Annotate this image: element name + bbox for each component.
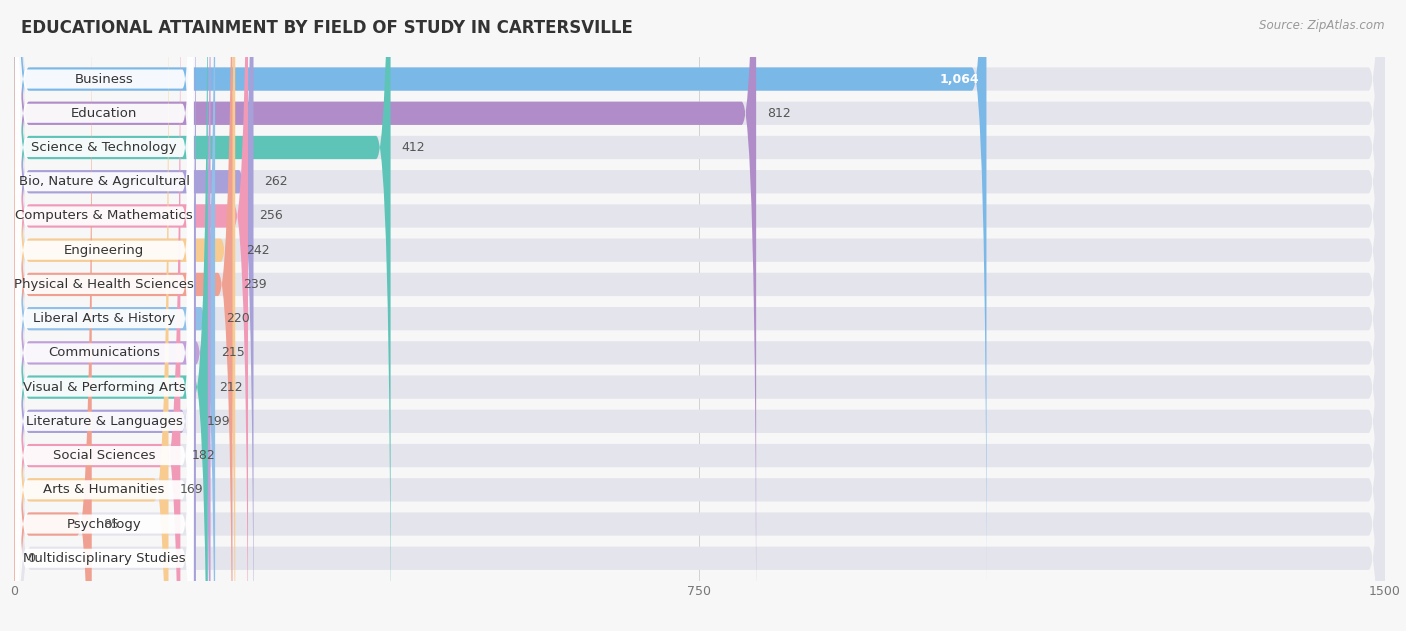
Text: 412: 412 <box>402 141 425 154</box>
Text: 262: 262 <box>264 175 288 188</box>
FancyBboxPatch shape <box>15 88 193 631</box>
Text: Psychology: Psychology <box>66 517 142 531</box>
FancyBboxPatch shape <box>14 0 1385 631</box>
FancyBboxPatch shape <box>15 157 193 631</box>
FancyBboxPatch shape <box>15 123 193 631</box>
FancyBboxPatch shape <box>14 0 1385 631</box>
FancyBboxPatch shape <box>14 0 232 631</box>
FancyBboxPatch shape <box>14 0 391 631</box>
FancyBboxPatch shape <box>14 0 247 631</box>
FancyBboxPatch shape <box>14 0 195 631</box>
Text: 812: 812 <box>768 107 790 120</box>
FancyBboxPatch shape <box>15 54 193 631</box>
Text: EDUCATIONAL ATTAINMENT BY FIELD OF STUDY IN CARTERSVILLE: EDUCATIONAL ATTAINMENT BY FIELD OF STUDY… <box>21 19 633 37</box>
Text: Liberal Arts & History: Liberal Arts & History <box>32 312 176 325</box>
FancyBboxPatch shape <box>14 0 1385 631</box>
FancyBboxPatch shape <box>14 0 1385 631</box>
Text: 215: 215 <box>222 346 245 360</box>
Text: Multidisciplinary Studies: Multidisciplinary Studies <box>22 551 186 565</box>
FancyBboxPatch shape <box>14 0 1385 631</box>
FancyBboxPatch shape <box>14 0 235 631</box>
Text: Literature & Languages: Literature & Languages <box>25 415 183 428</box>
Text: 242: 242 <box>246 244 270 257</box>
FancyBboxPatch shape <box>15 0 193 549</box>
FancyBboxPatch shape <box>15 0 193 514</box>
Text: 199: 199 <box>207 415 231 428</box>
FancyBboxPatch shape <box>14 0 756 631</box>
FancyBboxPatch shape <box>14 0 169 631</box>
FancyBboxPatch shape <box>14 0 208 631</box>
FancyBboxPatch shape <box>15 0 193 480</box>
FancyBboxPatch shape <box>14 0 1385 631</box>
FancyBboxPatch shape <box>15 0 193 617</box>
FancyBboxPatch shape <box>14 0 1385 631</box>
Text: Physical & Health Sciences: Physical & Health Sciences <box>14 278 194 291</box>
Text: Computers & Mathematics: Computers & Mathematics <box>15 209 193 223</box>
FancyBboxPatch shape <box>15 0 193 631</box>
FancyBboxPatch shape <box>15 0 193 631</box>
FancyBboxPatch shape <box>14 0 1385 631</box>
Text: 169: 169 <box>180 483 202 497</box>
FancyBboxPatch shape <box>15 0 193 631</box>
FancyBboxPatch shape <box>14 0 253 631</box>
FancyBboxPatch shape <box>14 0 987 615</box>
FancyBboxPatch shape <box>14 0 1385 631</box>
Text: 220: 220 <box>226 312 250 325</box>
FancyBboxPatch shape <box>14 0 211 631</box>
Text: 85: 85 <box>103 517 118 531</box>
Text: Science & Technology: Science & Technology <box>31 141 177 154</box>
FancyBboxPatch shape <box>15 0 193 631</box>
Text: 182: 182 <box>191 449 215 462</box>
Text: Education: Education <box>70 107 138 120</box>
Text: 0: 0 <box>27 551 35 565</box>
FancyBboxPatch shape <box>14 0 215 631</box>
FancyBboxPatch shape <box>14 0 1385 631</box>
Text: Arts & Humanities: Arts & Humanities <box>44 483 165 497</box>
Text: 256: 256 <box>259 209 283 223</box>
FancyBboxPatch shape <box>14 0 1385 631</box>
Text: 1,064: 1,064 <box>939 73 979 86</box>
FancyBboxPatch shape <box>14 0 180 631</box>
Text: Visual & Performing Arts: Visual & Performing Arts <box>22 380 186 394</box>
Text: Social Sciences: Social Sciences <box>53 449 155 462</box>
Text: Source: ZipAtlas.com: Source: ZipAtlas.com <box>1260 19 1385 32</box>
Text: Business: Business <box>75 73 134 86</box>
FancyBboxPatch shape <box>14 0 1385 631</box>
FancyBboxPatch shape <box>14 0 91 631</box>
Text: Engineering: Engineering <box>63 244 145 257</box>
Text: 212: 212 <box>219 380 242 394</box>
FancyBboxPatch shape <box>14 0 1385 631</box>
FancyBboxPatch shape <box>15 0 193 631</box>
Text: Bio, Nature & Agricultural: Bio, Nature & Agricultural <box>18 175 190 188</box>
Text: 239: 239 <box>243 278 267 291</box>
FancyBboxPatch shape <box>14 0 1385 631</box>
FancyBboxPatch shape <box>15 20 193 631</box>
FancyBboxPatch shape <box>15 0 193 583</box>
FancyBboxPatch shape <box>14 0 1385 631</box>
Text: Communications: Communications <box>48 346 160 360</box>
